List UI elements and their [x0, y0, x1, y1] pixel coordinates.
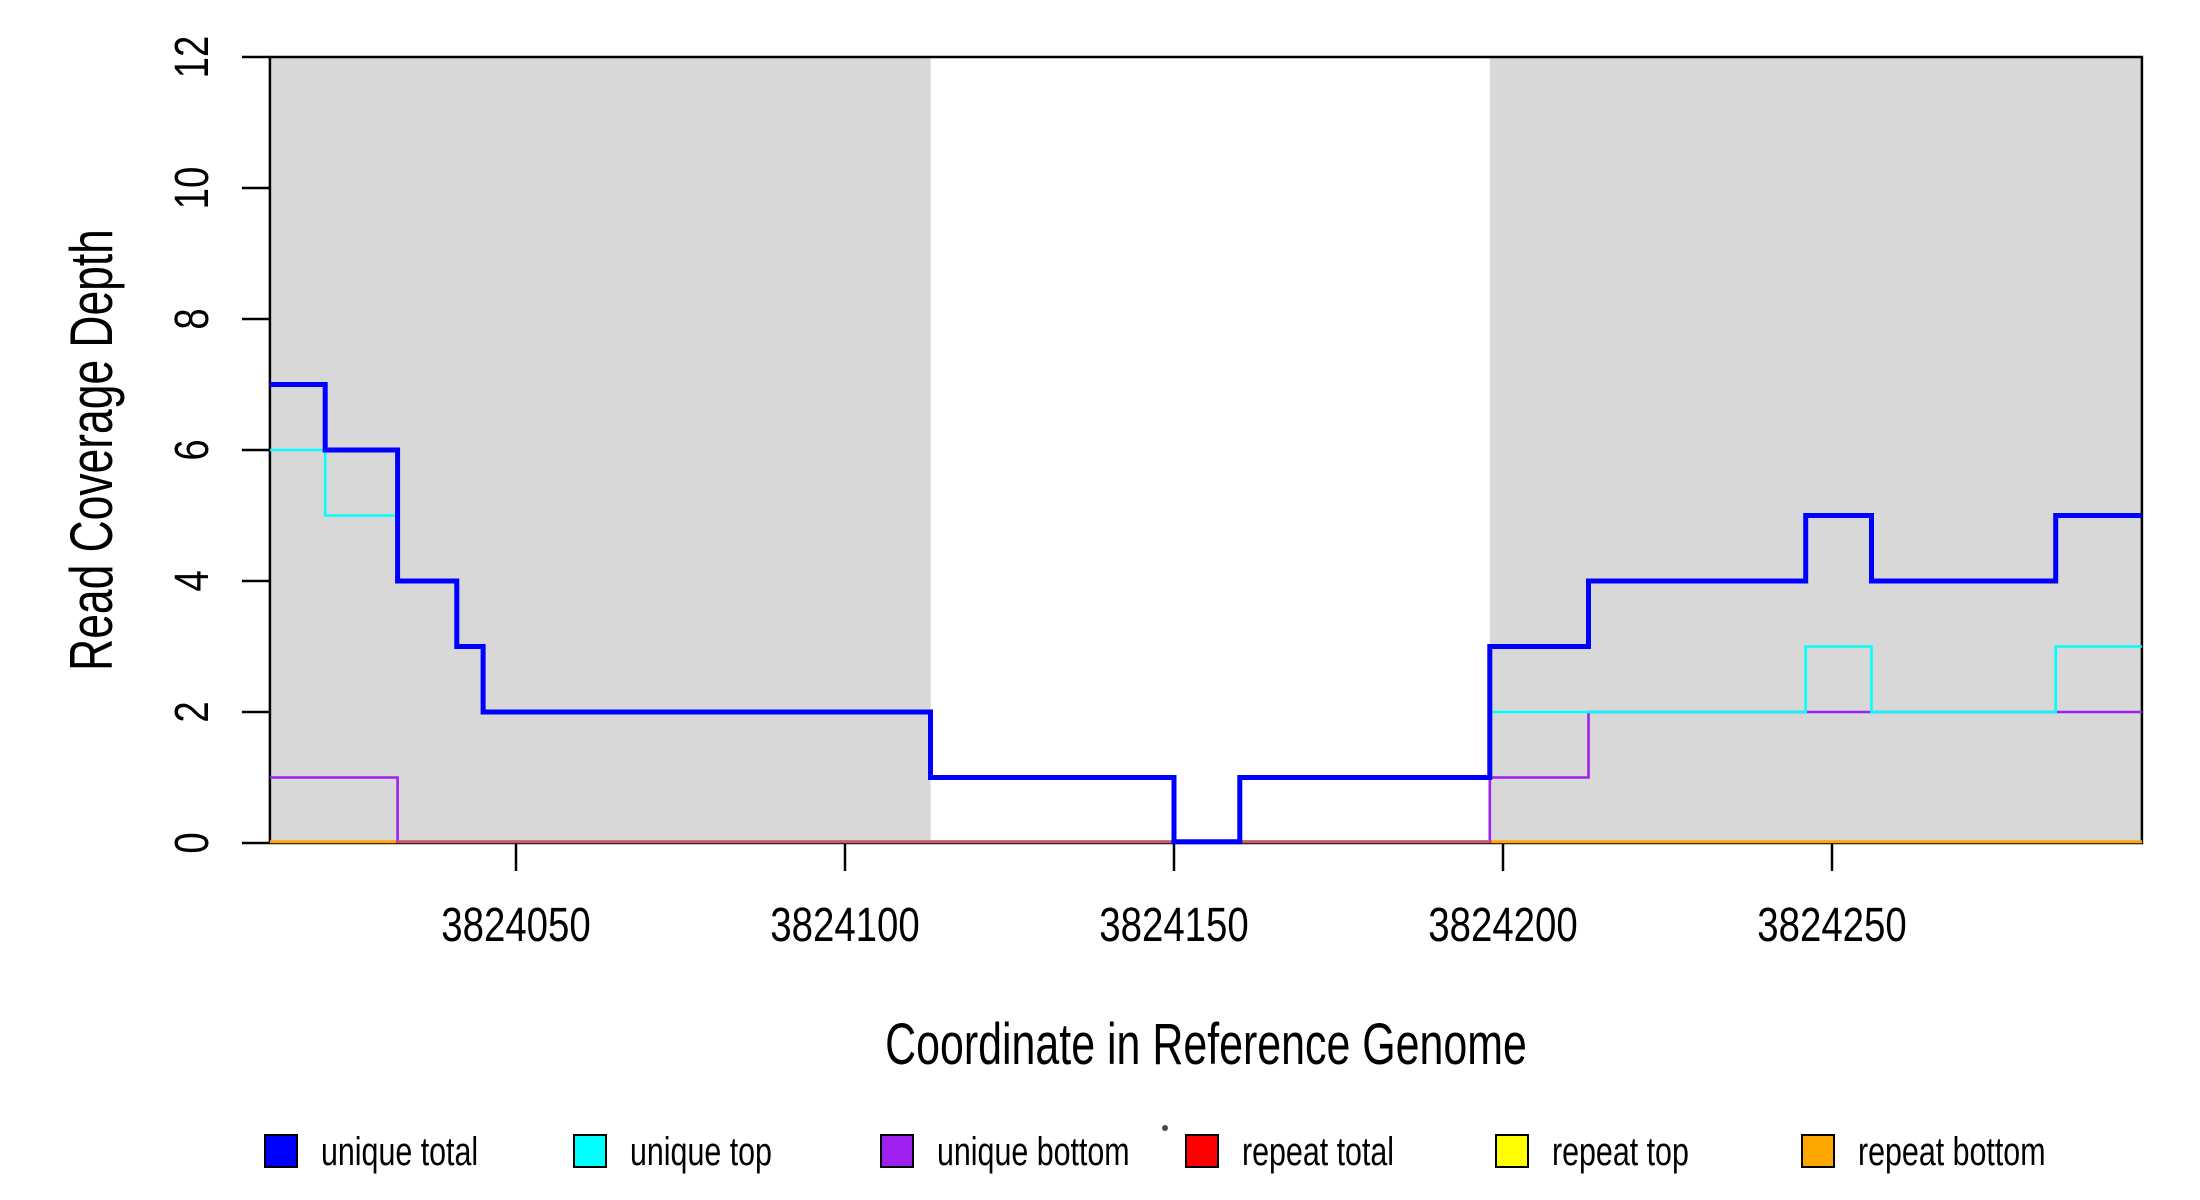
- x-tick-label: 3824100: [770, 899, 919, 952]
- y-tick-label: 10: [166, 167, 219, 210]
- legend: unique total unique top unique bottom repea…: [264, 1129, 2046, 1174]
- legend-swatch-repeat-top: [1495, 1134, 1529, 1168]
- coverage-step-lines: [269, 382, 2142, 845]
- y-tick-label: 4: [166, 570, 219, 591]
- y-tick-label: 12: [166, 36, 219, 79]
- series-unique-total: [269, 382, 2142, 845]
- y-tick-label: 8: [166, 308, 219, 329]
- legend-label-unique-top: unique top: [630, 1129, 772, 1174]
- repeat-region-shading: [269, 57, 2142, 843]
- legend-label-unique-total: unique total: [321, 1129, 478, 1174]
- x-tick-label: 3824050: [441, 899, 590, 952]
- legend-swatch-unique-bottom: [880, 1134, 914, 1168]
- x-tick-label: 3824200: [1428, 899, 1577, 952]
- legend-swatch-unique-total: [264, 1134, 298, 1168]
- y-tick-label: 0: [166, 832, 219, 853]
- y-axis-ticks: 0 2 4 6 8 10 12: [166, 36, 270, 854]
- x-axis-title: Coordinate in Reference Genome: [885, 1012, 1527, 1077]
- x-tick-label: 3824150: [1099, 899, 1248, 952]
- legend-label-repeat-total: repeat total: [1242, 1129, 1394, 1174]
- x-axis-ticks: 3824050 3824100 3824150 3824200 3824250: [441, 843, 1907, 952]
- y-tick-label: 6: [166, 439, 219, 460]
- legend-swatch-repeat-bottom: [1801, 1134, 1835, 1168]
- y-axis-title: Read Coverage Depth: [59, 229, 126, 671]
- legend-swatch-repeat-total: [1185, 1134, 1219, 1168]
- legend-label-repeat-bottom: repeat bottom: [1858, 1129, 2046, 1174]
- stray-dot-artifact: [1162, 1125, 1168, 1131]
- series-unique-bottom: [269, 710, 2142, 844]
- legend-swatch-unique-top: [573, 1134, 607, 1168]
- legend-label-unique-bottom: unique bottom: [937, 1129, 1130, 1174]
- y-tick-label: 2: [166, 701, 219, 722]
- legend-label-repeat-top: repeat top: [1552, 1129, 1689, 1174]
- x-tick-label: 3824250: [1757, 899, 1906, 952]
